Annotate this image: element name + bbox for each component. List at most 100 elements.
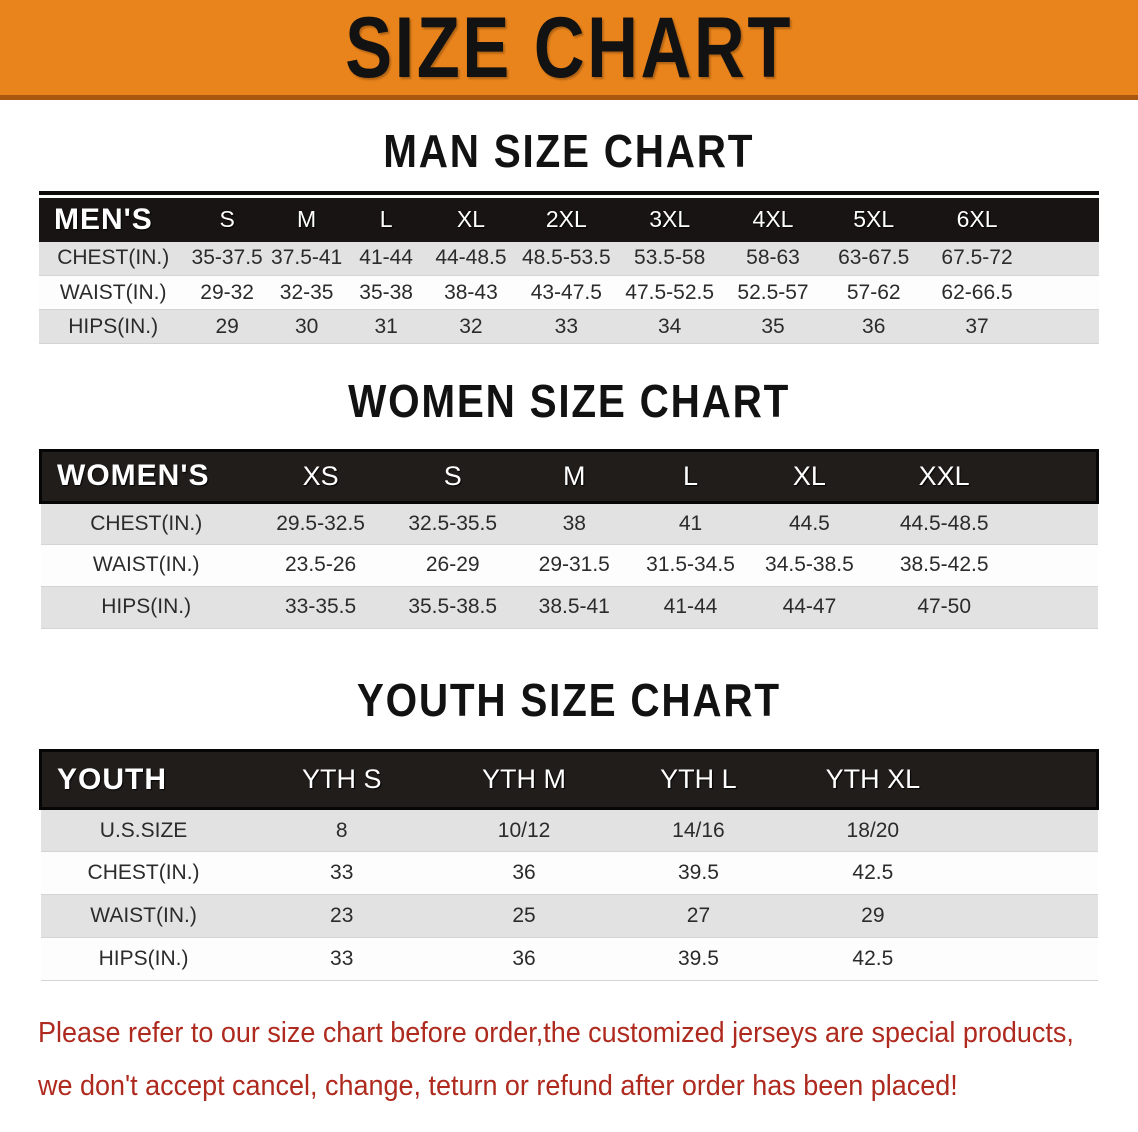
size-value: 30 xyxy=(266,309,347,345)
size-value: 35 xyxy=(722,309,824,345)
men-section-heading: MAN SIZE CHART xyxy=(0,126,1138,177)
size-value: 33 xyxy=(246,937,437,982)
size-value: 67.5-72 xyxy=(924,241,1031,277)
size-value: 29 xyxy=(187,309,267,345)
column-header: 3XL xyxy=(616,197,723,242)
size-value: 29-32 xyxy=(187,275,267,311)
size-value: 47-50 xyxy=(870,586,1019,629)
youth-section-title: YOUTH SIZE CHART xyxy=(357,673,781,726)
header-row: MEN'S S M L XL 2XL 3XL 4XL 5XL 6XL xyxy=(39,197,1099,242)
size-value: 35.5-38.5 xyxy=(389,586,517,629)
row-label: WAIST(IN.) xyxy=(39,275,188,311)
size-value: 44-47 xyxy=(748,586,871,629)
row-spacer xyxy=(1030,241,1099,277)
row-label: CHEST(IN.) xyxy=(40,851,247,896)
size-value: 31.5-34.5 xyxy=(632,544,749,587)
size-value: 33-35.5 xyxy=(251,586,390,629)
size-value: 14/16 xyxy=(611,808,786,853)
row-label: WAIST(IN.) xyxy=(40,894,247,939)
size-value: 36 xyxy=(823,309,925,345)
header-spacer xyxy=(960,749,1100,811)
row-label: HIPS(IN.) xyxy=(40,937,247,982)
women-section: WOMEN SIZE CHART WOMEN'S XS S M L XL XXL CHEST(… xyxy=(0,376,1138,629)
size-value: 35-37.5 xyxy=(187,241,267,277)
youth-section: YOUTH SIZE CHART YOUTH YTH S YTH M YTH L YTH… xyxy=(0,675,1138,982)
size-value: 39.5 xyxy=(611,937,786,982)
column-header: XXL xyxy=(870,448,1019,504)
row-spacer xyxy=(960,808,1098,853)
size-value: 43-47.5 xyxy=(515,275,617,311)
size-value: 29 xyxy=(785,894,961,939)
size-value: 33 xyxy=(515,309,617,345)
men-size-table: MEN'S S M L XL 2XL 3XL 4XL 5XL 6XL CHEST(IN.) 35-37… xyxy=(39,197,1099,345)
row-label: WAIST(IN.) xyxy=(40,544,252,587)
column-header: YTH M xyxy=(436,749,612,811)
size-value: 34.5-38.5 xyxy=(748,544,871,587)
row-spacer xyxy=(1018,544,1098,587)
youth-section-heading: YOUTH SIZE CHART xyxy=(0,675,1138,726)
size-value: 41-44 xyxy=(346,241,426,277)
women-size-table: WOMEN'S XS S M L XL XXL CHEST(IN.) 29.5-32.5 32.5… xyxy=(38,448,1100,629)
size-value: 52.5-57 xyxy=(722,275,824,311)
table-corner-label: MEN'S xyxy=(39,197,188,242)
column-header: YTH L xyxy=(611,749,786,811)
men-section: MAN SIZE CHART MEN'S S M L XL 2XL 3XL 4XL 5XL 6XL… xyxy=(0,126,1138,345)
row-spacer xyxy=(1030,309,1099,345)
table-row: WAIST(IN.) 29-32 32-35 35-38 38-43 43-47.5 47.… xyxy=(39,275,1099,311)
size-value: 29-31.5 xyxy=(516,544,633,587)
size-value: 38 xyxy=(516,502,633,545)
row-label: HIPS(IN.) xyxy=(39,309,188,345)
disclaimer-line-2: we don't accept cancel, change, teturn o… xyxy=(38,1062,1100,1115)
table-row: WAIST(IN.) 23.5-26 26-29 29-31.5 31.5-34.5 34… xyxy=(40,544,1098,587)
size-value: 38.5-42.5 xyxy=(870,544,1019,587)
size-chart-banner: SIZE CHART xyxy=(0,0,1138,100)
size-value: 42.5 xyxy=(785,851,961,896)
men-table-topline xyxy=(39,190,1099,195)
size-value: 37.5-41 xyxy=(266,241,347,277)
size-value: 36 xyxy=(436,851,612,896)
table-row: CHEST(IN.) 35-37.5 37.5-41 41-44 44-48.5 48.5… xyxy=(39,241,1099,277)
column-header: M xyxy=(516,448,633,504)
row-spacer xyxy=(1018,586,1098,629)
size-value: 32.5-35.5 xyxy=(389,502,517,545)
column-header: XL xyxy=(425,197,516,242)
size-value: 57-62 xyxy=(823,275,925,311)
order-disclaimer: Please refer to our size chart before or… xyxy=(38,1009,1100,1115)
size-value: 8 xyxy=(246,808,437,853)
youth-size-table: YOUTH YTH S YTH M YTH L YTH XL U.S.SIZE 8 10/12… xyxy=(38,749,1100,982)
size-value: 39.5 xyxy=(611,851,786,896)
size-value: 47.5-52.5 xyxy=(616,275,723,311)
size-value: 53.5-58 xyxy=(616,241,723,277)
size-value: 32-35 xyxy=(266,275,347,311)
column-header: M xyxy=(266,197,347,242)
row-spacer xyxy=(1018,502,1098,545)
women-table-wrap: WOMEN'S XS S M L XL XXL CHEST(IN.) 29.5-32.5 32.5… xyxy=(38,448,1100,629)
disclaimer-line-1: Please refer to our size chart before or… xyxy=(38,1009,1100,1062)
column-header: 4XL xyxy=(722,197,824,242)
row-spacer xyxy=(1030,275,1099,311)
size-value: 23.5-26 xyxy=(251,544,390,587)
size-value: 44-48.5 xyxy=(425,241,516,277)
row-spacer xyxy=(960,894,1098,939)
column-header: XL xyxy=(748,448,871,504)
table-corner-label: WOMEN'S xyxy=(38,448,252,504)
size-value: 34 xyxy=(616,309,723,345)
table-row: U.S.SIZE 8 10/12 14/16 18/20 xyxy=(40,808,1098,853)
men-section-title: MAN SIZE CHART xyxy=(383,125,755,177)
column-header: 2XL xyxy=(515,197,617,242)
table-row: WAIST(IN.) 23 25 27 29 xyxy=(40,894,1098,939)
table-row: CHEST(IN.) 33 36 39.5 42.5 xyxy=(40,851,1098,896)
table-row: HIPS(IN.) 33 36 39.5 42.5 xyxy=(40,937,1098,982)
column-header: S xyxy=(389,448,517,504)
size-value: 23 xyxy=(246,894,437,939)
size-value: 42.5 xyxy=(785,937,961,982)
women-section-title: WOMEN SIZE CHART xyxy=(348,375,790,428)
column-header: 5XL xyxy=(823,197,925,242)
women-section-heading: WOMEN SIZE CHART xyxy=(0,376,1138,427)
size-value: 48.5-53.5 xyxy=(515,241,617,277)
size-value: 32 xyxy=(425,309,516,345)
column-header: L xyxy=(632,448,749,504)
row-spacer xyxy=(960,851,1098,896)
header-spacer xyxy=(1030,197,1099,242)
size-value: 33 xyxy=(246,851,437,896)
